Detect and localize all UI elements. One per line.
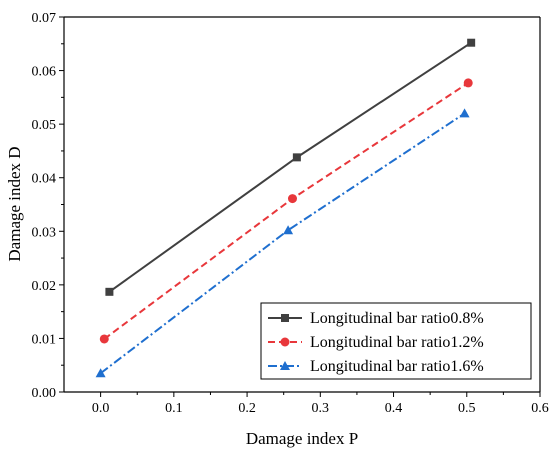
series-line	[103, 82, 469, 340]
data-point	[99, 334, 109, 344]
series-line	[100, 112, 466, 375]
data-point	[463, 78, 473, 88]
y-tick-label: 0.02	[32, 279, 57, 294]
ticks: 0.0 0.1 0.2 0.3 0.4 0.5 0.6 0.00 0.01 0.02 0.03 0.0…	[32, 11, 549, 416]
data-point	[105, 287, 114, 296]
x-tick-label: 0.3	[312, 401, 330, 416]
legend-marker	[281, 314, 289, 322]
series-3	[95, 108, 470, 378]
legend-item: Longitudinal bar ratio0.8%	[268, 310, 484, 327]
data-point	[95, 368, 106, 378]
y-tick-label: 0.03	[32, 225, 57, 240]
series	[95, 38, 476, 378]
legend-label: Longitudinal bar ratio1.6%	[310, 358, 484, 375]
x-tick-label: 0.2	[238, 401, 256, 416]
y-tick-label: 0.06	[32, 65, 57, 80]
series-line	[108, 41, 472, 293]
legend-items: Longitudinal bar ratio0.8% Longitudinal b…	[268, 310, 484, 375]
y-tick-label: 0.00	[32, 386, 57, 401]
series-1	[105, 38, 476, 296]
legend-label: Longitudinal bar ratio0.8%	[310, 310, 484, 327]
legend-marker	[280, 337, 290, 347]
x-tick-label: 0.4	[385, 401, 403, 416]
x-tick-label: 0.6	[531, 401, 549, 416]
y-tick-label: 0.05	[32, 118, 57, 133]
legend: Longitudinal bar ratio0.8% Longitudinal b…	[260, 302, 532, 380]
legend-box	[260, 302, 532, 380]
legend-item: Longitudinal bar ratio1.6%	[268, 358, 484, 375]
x-axis-title: Damage index P	[246, 429, 358, 448]
data-point	[459, 108, 470, 118]
x-tick-label: 0.0	[92, 401, 110, 416]
data-point	[287, 194, 297, 204]
y-tick-label: 0.04	[32, 172, 57, 187]
y-tick-label: 0.01	[32, 332, 57, 347]
data-point	[283, 225, 294, 235]
legend-marker	[280, 361, 290, 370]
legend-item: Longitudinal bar ratio1.2%	[268, 334, 484, 351]
legend-label: Longitudinal bar ratio1.2%	[310, 334, 484, 351]
y-axis-title: Damage index D	[5, 146, 24, 261]
x-tick-label: 0.5	[458, 401, 476, 416]
series-2	[99, 78, 473, 344]
y-tick-label: 0.07	[32, 11, 57, 26]
x-tick-label: 0.1	[165, 401, 183, 416]
data-point	[292, 153, 301, 162]
data-point	[467, 38, 476, 47]
